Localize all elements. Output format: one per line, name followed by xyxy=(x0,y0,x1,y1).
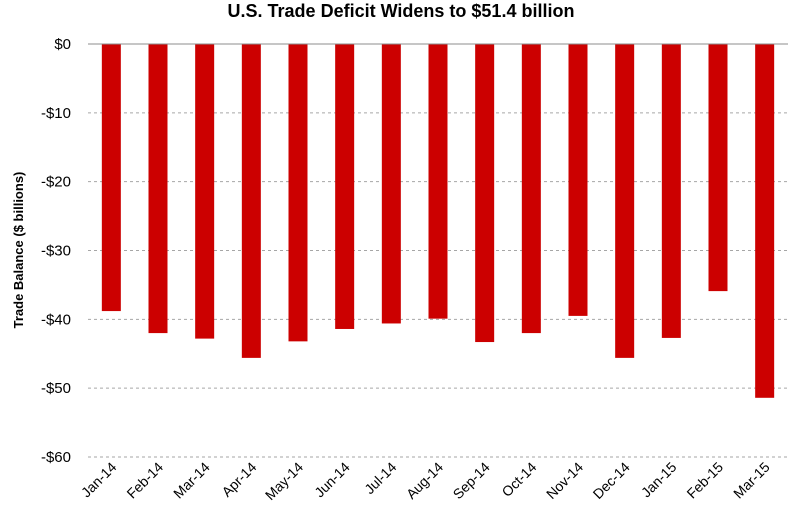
y-axis-ticks: $0 -$10 -$20 -$30 -$40 -$50 -$60 xyxy=(41,36,71,466)
bar xyxy=(755,44,775,398)
y-tick-label: -$10 xyxy=(41,105,71,122)
x-tick-label: Sep-14 xyxy=(450,459,493,502)
bar xyxy=(101,44,121,312)
bar xyxy=(661,44,681,338)
y-tick-label: -$50 xyxy=(41,380,71,397)
bar xyxy=(521,44,541,334)
y-tick-label: -$30 xyxy=(41,243,71,260)
bar xyxy=(615,44,635,358)
x-tick-label: Aug-14 xyxy=(403,459,446,502)
bar xyxy=(708,44,728,292)
y-tick-label: -$60 xyxy=(41,449,71,466)
x-tick-label: May-14 xyxy=(262,459,306,503)
x-tick-label: Jan-15 xyxy=(638,459,680,501)
x-tick-label: Jan-14 xyxy=(78,459,120,501)
x-tick-label: Oct-14 xyxy=(498,459,539,500)
x-tick-label: Mar-14 xyxy=(170,459,213,502)
bar xyxy=(195,44,215,339)
y-tick-label: $0 xyxy=(54,36,71,53)
y-axis-label: Trade Balance ($ billions) xyxy=(11,172,26,329)
x-tick-label: Jun-14 xyxy=(311,459,353,501)
bars xyxy=(101,44,775,398)
bar xyxy=(428,44,448,319)
x-tick-label: Nov-14 xyxy=(543,459,586,502)
x-tick-label: Feb-15 xyxy=(683,459,726,502)
x-tick-label: Dec-14 xyxy=(590,459,633,502)
x-tick-label: Mar-15 xyxy=(730,459,773,502)
x-tick-label: Feb-14 xyxy=(123,459,166,502)
bar xyxy=(288,44,308,342)
bar xyxy=(475,44,495,343)
y-tick-label: -$20 xyxy=(41,174,71,191)
bar xyxy=(568,44,588,316)
bar xyxy=(148,44,168,334)
y-tick-label: -$40 xyxy=(41,311,71,328)
x-tick-label: Jul-14 xyxy=(361,459,399,497)
x-tick-label: Apr-14 xyxy=(218,459,259,500)
chart-title: U.S. Trade Deficit Widens to $51.4 billi… xyxy=(228,1,575,21)
x-axis-ticks: Jan-14 Feb-14 Mar-14 Apr-14 May-14 Jun-14 Jul-… xyxy=(78,459,773,503)
bar xyxy=(335,44,355,329)
bar xyxy=(381,44,401,324)
bar xyxy=(241,44,261,358)
